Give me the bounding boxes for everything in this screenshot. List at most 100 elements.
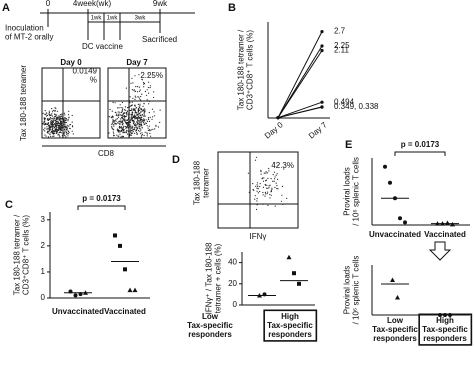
flow-panel: 42.3% Tax 180-188tetramer IFNγ — [193, 151, 299, 241]
flow-event — [49, 119, 51, 121]
flow-event — [133, 132, 136, 134]
series-line — [277, 31, 323, 118]
flow-event — [130, 113, 132, 115]
flow-event — [138, 125, 140, 127]
flow-event — [53, 127, 56, 129]
flow-event — [62, 113, 64, 115]
flow-event — [139, 113, 141, 115]
flow-event — [143, 102, 145, 104]
flow-event — [137, 130, 140, 132]
flow-event — [134, 127, 136, 129]
flow-event — [274, 186, 276, 189]
flow-event — [46, 126, 48, 128]
panel-letter: E — [345, 139, 352, 151]
flow-event — [253, 189, 255, 191]
flow-event — [270, 191, 272, 193]
flow-event — [257, 188, 259, 190]
flow-event — [51, 108, 53, 110]
flow-event — [140, 107, 142, 110]
flow-event — [119, 124, 121, 126]
flow-event — [140, 125, 142, 127]
flow-event — [108, 116, 110, 118]
flow-event — [247, 172, 249, 174]
flow-event — [277, 178, 279, 180]
flow-event — [132, 129, 134, 131]
flow-event — [50, 126, 52, 129]
flow-event — [113, 125, 115, 127]
flow-event — [59, 114, 62, 116]
flow-event — [140, 95, 142, 98]
axis-label: CD8 — [98, 149, 115, 158]
flow-event — [123, 109, 126, 111]
data-label: 0.494 — [334, 97, 355, 106]
flow-event — [276, 185, 278, 187]
flow-event — [255, 208, 258, 211]
flow-event — [131, 101, 133, 103]
flow-event — [118, 116, 120, 118]
flow-event — [146, 99, 148, 101]
flow-event — [49, 113, 51, 116]
flow-event — [141, 93, 143, 95]
flow-event — [126, 126, 129, 128]
flow-event — [261, 177, 264, 179]
flow-event — [262, 194, 264, 196]
flow-event — [263, 172, 265, 174]
flow-event — [134, 117, 136, 119]
flow-event — [67, 130, 70, 132]
flow-event — [273, 180, 275, 182]
flow-event — [142, 105, 144, 107]
flow-event — [72, 126, 74, 128]
flow-event — [138, 124, 140, 126]
flow-event — [262, 180, 265, 182]
flow-event — [145, 94, 148, 96]
flow-event — [141, 78, 143, 80]
flow-event — [137, 127, 139, 130]
flow-event — [65, 118, 67, 120]
flow-event — [134, 104, 136, 106]
flow-event — [135, 129, 138, 131]
flow-event — [120, 127, 123, 129]
flow-event — [267, 187, 269, 189]
flow-event — [71, 121, 73, 123]
flow-event — [60, 129, 63, 131]
flow-event — [44, 119, 46, 121]
flow-event — [148, 120, 151, 122]
flow-event — [131, 125, 133, 127]
flow-event — [109, 108, 111, 111]
flow-event — [274, 205, 276, 207]
flow-event — [112, 121, 114, 123]
significance-label: p = 0.0173 — [82, 194, 121, 203]
flow-event — [255, 156, 258, 158]
flow-event — [51, 125, 53, 127]
flow-event — [66, 133, 68, 135]
data-point — [297, 281, 301, 286]
flow-event — [119, 127, 121, 129]
flow-event — [55, 121, 57, 123]
x-tick-label: Day 7 — [307, 120, 329, 141]
flow-event — [129, 122, 131, 124]
flow-event — [138, 109, 140, 111]
flow-event — [142, 119, 144, 121]
time-label: 0 — [46, 0, 51, 8]
flow-event — [125, 123, 128, 125]
flow-event — [272, 180, 274, 182]
flow-event — [111, 115, 113, 117]
flow-event — [130, 115, 132, 117]
flow-event — [69, 124, 71, 126]
flow-event — [252, 183, 254, 185]
flow-event — [54, 119, 57, 121]
flow-event — [53, 119, 55, 121]
quadrant-value: 0.0149% — [73, 67, 98, 85]
flow-event — [118, 126, 120, 128]
flow-event — [137, 108, 140, 110]
flow-event — [111, 126, 113, 128]
flow-event — [133, 121, 135, 124]
flow-event — [271, 188, 273, 191]
flow-event — [65, 125, 67, 128]
flow-event — [132, 119, 134, 121]
flow-box — [107, 67, 167, 139]
flow-event — [151, 108, 154, 110]
flow-event — [52, 126, 54, 128]
x-tick-label: Vaccinated — [424, 230, 466, 239]
flow-event — [143, 83, 145, 85]
